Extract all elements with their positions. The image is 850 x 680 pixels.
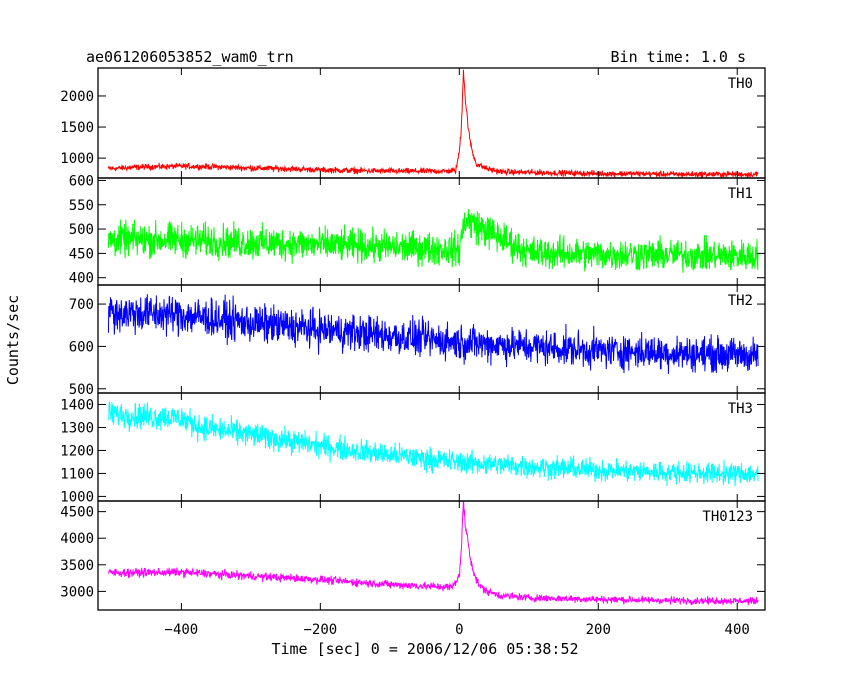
panel-th2: 500 600 700 TH2 [69,284,766,398]
y-tick-label: 500 [69,382,94,398]
panel-th3: 1000 1100 1200 1300 1400 TH3 [60,392,766,505]
bin-time-label: Bin time: 1.0 s [611,48,746,66]
y-tick-label: 1400 [60,397,94,413]
panel-frame [97,392,766,502]
x-tick-label: −400 [165,622,199,638]
y-tick-label: 1300 [60,420,94,436]
y-tick-label: 4000 [60,531,94,547]
y-tick-label: 600 [69,173,94,189]
series-line-th1 [107,209,759,273]
panel-th1: 400 450 500 550 600 TH1 [69,173,766,287]
panel-label-th0123: TH0123 [702,509,753,525]
panel-label-th3: TH3 [728,401,753,417]
y-axis-label: Counts/sec [4,295,22,385]
y-tick-label: 3000 [60,584,94,600]
y-tick-label: 1200 [60,443,94,459]
x-tick-label: −200 [303,622,337,638]
series-line-th0 [107,69,759,178]
series-line-th0123 [107,501,759,606]
y-tick-label: 1500 [60,120,94,136]
x-tick-label: 0 [455,622,463,638]
panel-label-th2: TH2 [728,293,753,309]
panels-group: 1000 1500 2000 TH0 400 450 500 550 600 TH1 500 600 7… [60,67,766,611]
panel-th0: 1000 1500 2000 TH0 [60,67,766,179]
y-tick-label: 700 [69,297,94,313]
y-tick-label: 450 [69,246,94,262]
series-line-th2 [107,294,759,375]
y-tick-label: 4500 [60,505,94,521]
x-tick-label: 200 [586,622,611,638]
y-tick-label: 3500 [60,558,94,574]
chart-title: ae061206053852_wam0_trn [86,48,294,66]
panel-frame [97,500,766,611]
x-axis-label: Time [sec] 0 = 2006/12/06 05:38:52 [271,640,578,658]
panel-th0123: 3000 3500 4000 4500 TH0123 [60,500,766,611]
panel-label-th1: TH1 [728,186,753,202]
y-tick-label: 2000 [60,89,94,105]
y-tick-label: 1000 [60,489,94,505]
y-tick-label: 550 [69,198,94,214]
y-tick-label: 600 [69,339,94,355]
x-axis: −400 −200 0 200 400 [165,622,750,638]
panel-frame [97,67,766,179]
y-tick-label: 1000 [60,151,94,167]
y-tick-label: 1100 [60,466,94,482]
y-tick-label: 400 [69,271,94,287]
y-tick-label: 500 [69,222,94,238]
x-tick-label: 400 [725,622,750,638]
panel-label-th0: TH0 [728,76,753,92]
series-line-th3 [107,401,759,487]
